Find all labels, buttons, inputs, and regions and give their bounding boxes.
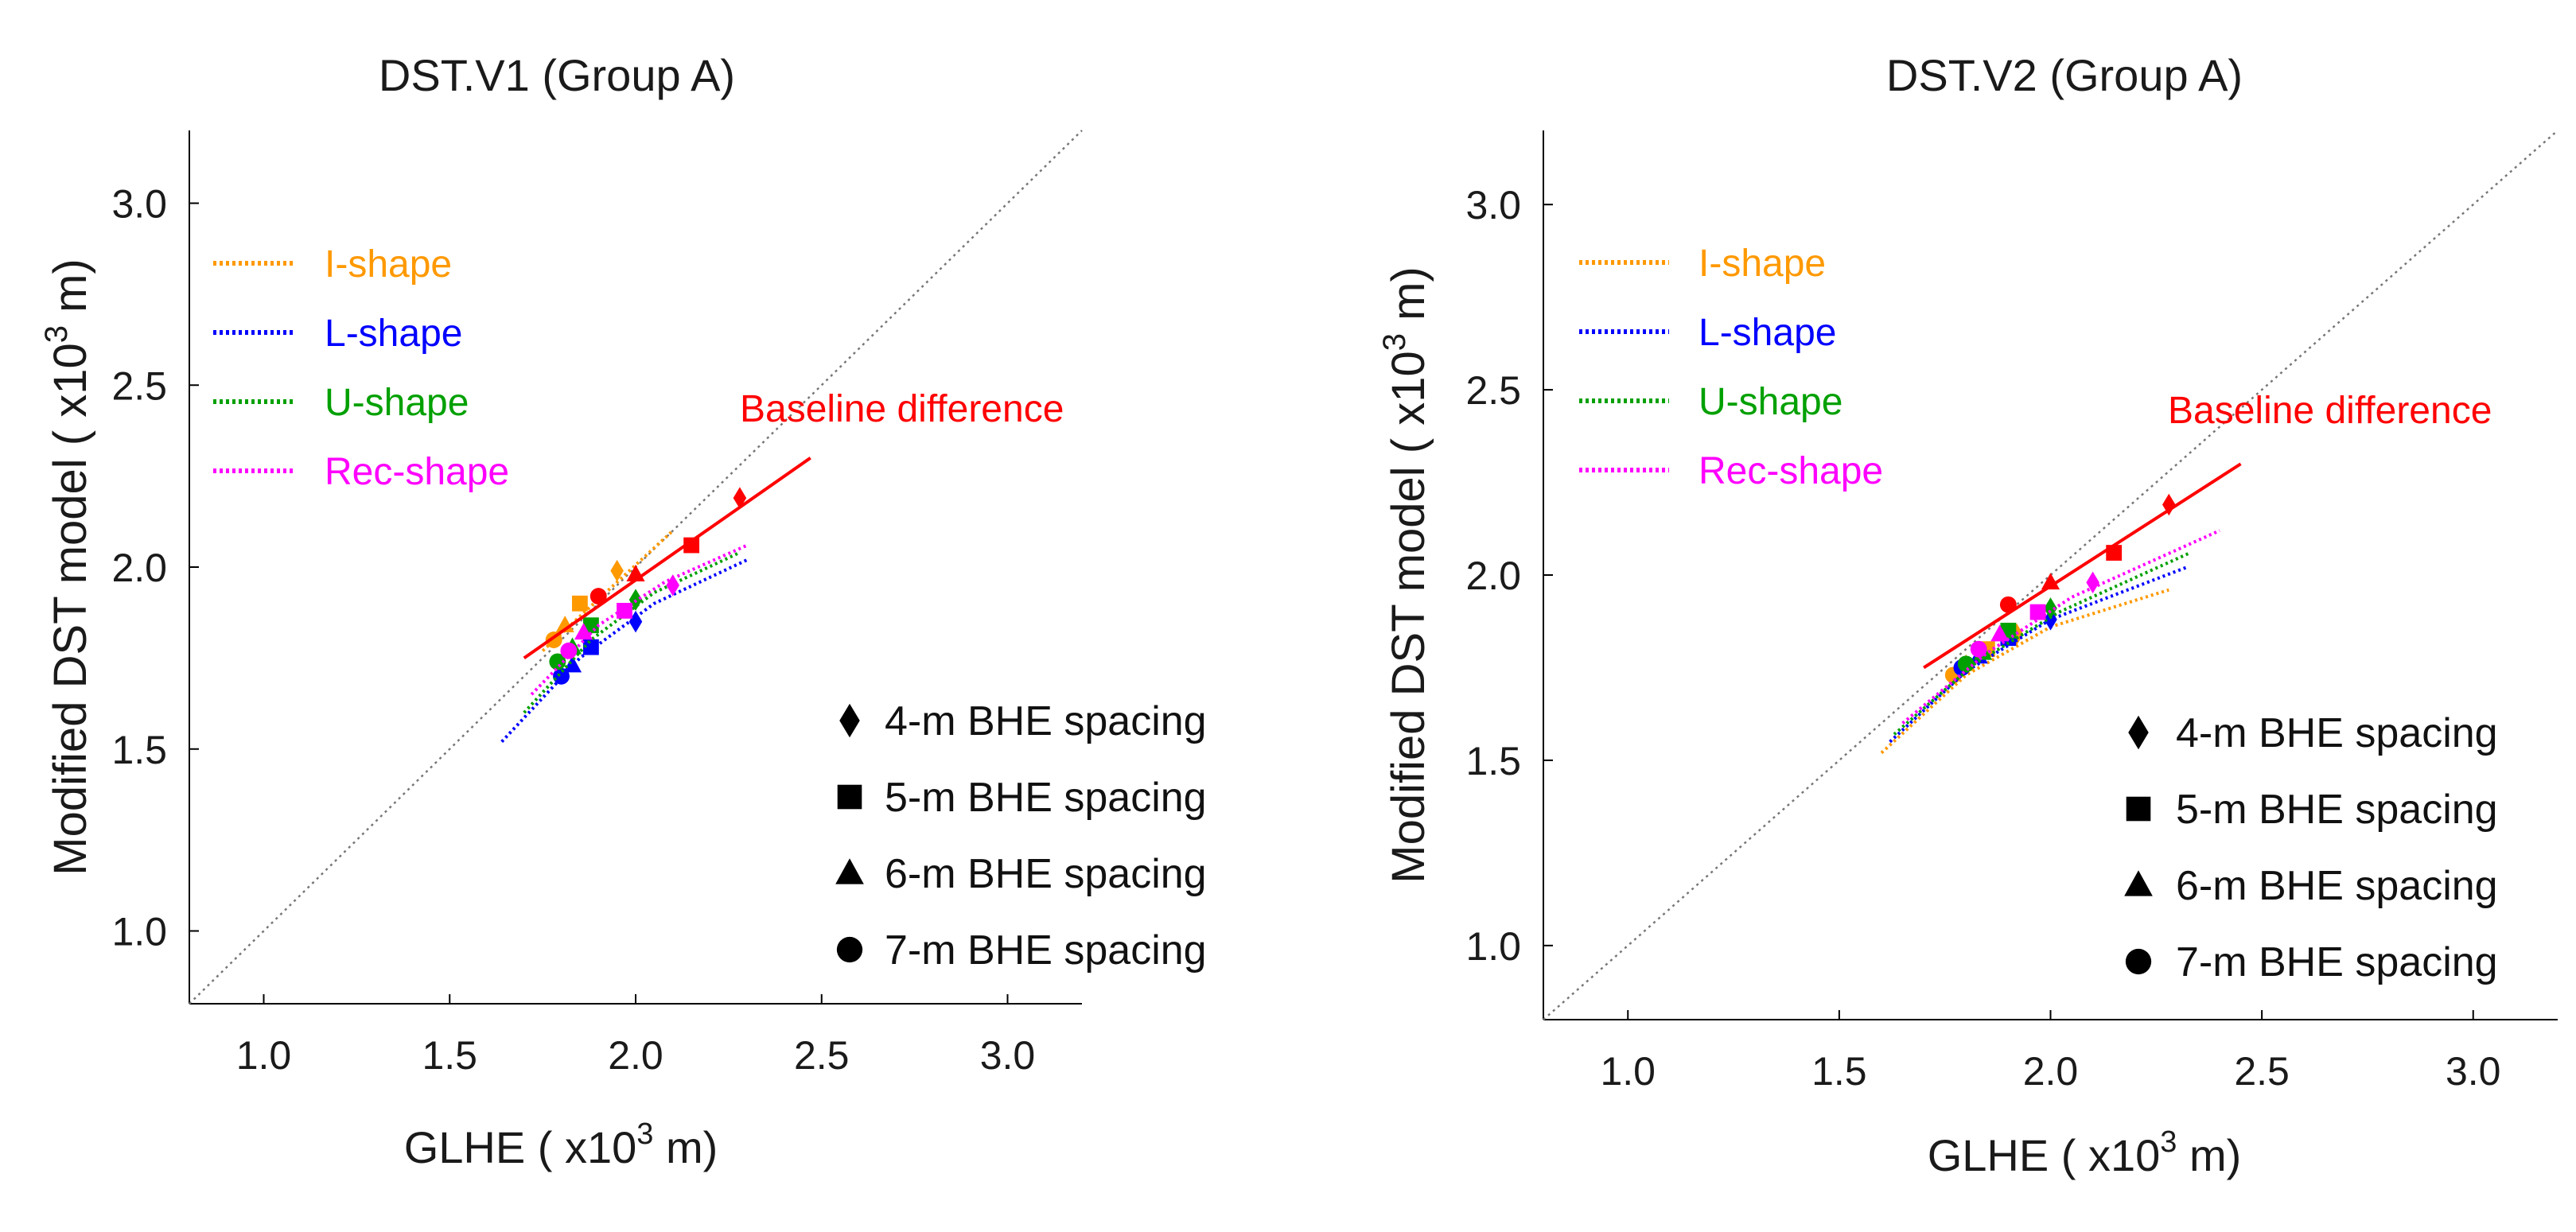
baseline-series: Baseline difference [1923,390,2492,670]
x-axis-label: GLHE ( x103 m) [1928,1125,2242,1180]
legend-label: I-shape [1699,243,1826,285]
legend-label: 6-m BHE spacing [2176,863,2498,909]
chart-2: 1.0 1.5 2.0 2.5 3.0 1.0 1.5 2.0 2.5 3.0 DST.V2 (Gr… [1377,50,2558,1180]
fit-line [500,558,749,743]
legend-label: 4-m BHE spacing [885,698,1207,744]
y-axis-label: Modified DST model ( x103 m) [1377,266,1434,883]
data-point-square [583,639,599,655]
data-point-diamond [610,559,624,582]
y-tick-label: 3.0 [1465,183,1521,227]
x-tick-label: 2.5 [2234,1049,2290,1094]
data-point-square [571,595,588,612]
x-tick-label: 2.5 [794,1033,850,1078]
legend-label: 7-m BHE spacing [2176,939,2498,985]
shape-legend: I-shape L-shape U-shape Rec-shape [213,243,509,493]
legend-label: 7-m BHE spacing [885,927,1207,974]
legend-label: Rec-shape [325,451,509,493]
x-tick-label: 1.0 [1600,1049,1656,1094]
legend-marker-diamond [2128,715,2149,750]
legend-label: U-shape [325,382,469,424]
baseline-point-triangle [626,565,645,581]
data-point-diamond [2044,597,2057,620]
legend-marker-circle [836,936,863,963]
x-tick-label: 3.0 [2446,1049,2501,1094]
y-tick-label: 1.5 [1465,739,1521,783]
shape-legend: I-shape L-shape U-shape Rec-shape [1579,243,1883,492]
baseline-point-diamond [2162,493,2176,516]
data-point-circle [549,653,566,670]
legend-label: 5-m BHE spacing [2176,787,2498,833]
y-tick-label: 2.5 [111,363,167,408]
y-tick-label: 3.0 [111,182,167,227]
baseline-point-circle [590,588,607,605]
series-u-shape [1893,551,2191,736]
x-tick-label: 2.0 [608,1033,663,1078]
series-l-shape [500,558,749,743]
series-rec-shape [1901,529,2220,725]
fit-line [1889,565,2187,744]
data-point-triangle [574,623,593,640]
baseline-point-circle [1999,596,2017,613]
legend-marker-triangle [2124,870,2153,896]
baseline-point-triangle [2041,573,2060,590]
y-axis-label: Modified DST model ( x103 m) [39,258,96,875]
legend-marker-triangle [835,858,864,884]
chart-title: DST.V1 (Group A) [379,50,735,100]
identity-line [1543,130,2558,1020]
data-point-diamond [2086,571,2099,594]
y-tick-label: 2.0 [111,546,167,590]
x-axis-label: GLHE ( x103 m) [404,1117,718,1172]
fit-line [1880,588,2169,755]
spacing-legend: 4-m BHE spacing 5-m BHE spacing 6-m BHE sp… [2124,710,2498,985]
x-tick-label: 1.5 [1811,1049,1867,1094]
data-point-diamond [666,574,679,597]
legend-label: 6-m BHE spacing [885,851,1207,897]
baseline-line [523,457,811,660]
data-point-triangle [1990,624,2010,642]
x-tick-label: 2.0 [2023,1049,2079,1094]
baseline-label: Baseline difference [740,388,1064,430]
y-tick-label: 1.5 [111,728,167,772]
legend-marker-circle [2125,948,2152,975]
legend-label: 4-m BHE spacing [2176,710,2498,756]
fit-line [1893,551,2191,736]
chart-1: 1.0 1.5 2.0 2.5 3.0 1.0 1.5 2.0 2.5 3.0 DST.V1 (Gr… [39,50,1207,1172]
legend-label: Rec-shape [1699,450,1883,492]
legend-label: L-shape [1699,312,1836,354]
spacing-legend: 4-m BHE spacing 5-m BHE spacing 6-m BHE sp… [835,698,1207,974]
legend-label: 5-m BHE spacing [885,775,1207,821]
baseline-series: Baseline difference [523,388,1064,660]
y-tick-label: 1.0 [1465,924,1521,969]
data-point-square [2029,604,2046,620]
baseline-label: Baseline difference [2168,390,2492,432]
x-tick-label: 3.0 [980,1033,1036,1078]
baseline-point-square [2106,545,2123,561]
data-point-circle [1957,655,1975,673]
legend-marker-square [837,784,862,810]
fit-line [523,550,741,714]
baseline-point-diamond [733,487,747,509]
baseline-line [1923,462,2242,670]
legend-label: I-shape [325,243,452,286]
series-i-shape [1880,588,2169,755]
chart-title: DST.V2 (Group A) [1886,50,2243,100]
x-tick-label: 1.5 [422,1033,477,1078]
legend-label: L-shape [325,313,462,355]
data-point-circle [560,642,578,659]
legend-marker-diamond [839,703,860,738]
data-point-triangle [562,655,582,673]
baseline-point-square [683,537,700,554]
data-point-circle [553,667,570,685]
x-tick-label: 1.0 [236,1033,292,1078]
y-tick-label: 2.5 [1465,368,1521,413]
data-point-circle [1970,640,1987,658]
y-tick-label: 2.0 [1465,554,1521,598]
data-point-square [617,603,632,619]
legend-marker-square [2126,796,2151,822]
y-tick-label: 1.0 [111,910,167,954]
series-rec-shape [530,543,749,696]
legend-label: U-shape [1699,381,1843,423]
